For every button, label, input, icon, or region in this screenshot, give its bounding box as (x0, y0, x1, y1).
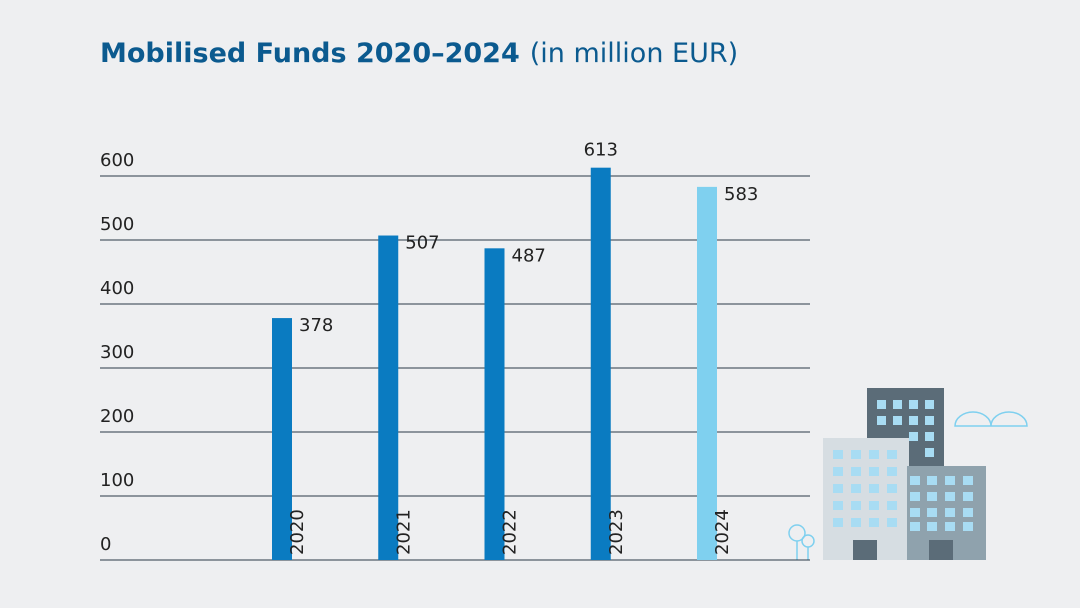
chart-title-group: Mobilised Funds 2020–2024 (in million EUR… (100, 38, 738, 69)
x-tick-label: 2022 (500, 509, 521, 555)
bar (378, 235, 399, 560)
y-tick-label: 400 (100, 278, 134, 299)
value-label: 487 (512, 245, 546, 266)
value-label: 583 (724, 184, 758, 205)
x-tick-label: 2020 (287, 509, 308, 555)
bar (272, 318, 292, 560)
value-label: 613 (584, 140, 618, 161)
y-tick-label: 500 (100, 214, 134, 235)
y-tick-label: 100 (100, 470, 134, 491)
y-tick-label: 300 (100, 342, 134, 363)
x-tick-label: 2021 (393, 509, 414, 555)
y-tick-label: 0 (100, 534, 111, 555)
x-tick-label: 2024 (712, 509, 733, 555)
bar (590, 167, 611, 560)
y-tick-label: 600 (100, 150, 134, 171)
value-label: 507 (405, 233, 439, 254)
x-tick-label: 2023 (606, 509, 627, 555)
chart-title: Mobilised Funds 2020–2024 (100, 38, 520, 69)
buildings-illustration (788, 388, 1028, 560)
chart-subtitle: (in million EUR) (530, 38, 738, 69)
value-label: 378 (299, 315, 333, 336)
bar (484, 248, 505, 560)
y-tick-label: 200 (100, 406, 134, 427)
bar (697, 186, 717, 560)
